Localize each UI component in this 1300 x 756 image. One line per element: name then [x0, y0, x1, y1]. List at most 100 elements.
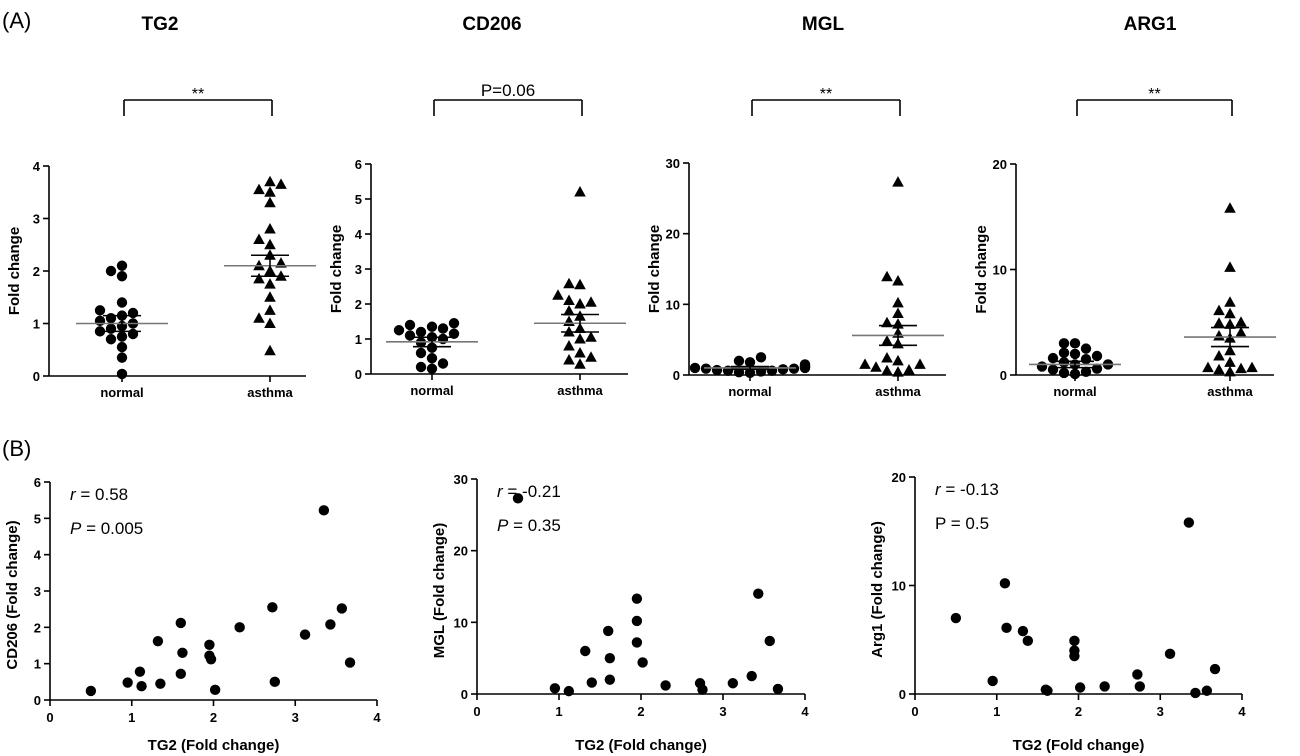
r-annotation: r = -0.21: [497, 482, 561, 501]
data-point-asthma: [903, 364, 915, 375]
x-tick-label: 0: [473, 704, 480, 719]
data-point-normal: [1058, 347, 1070, 359]
data-point: [746, 670, 757, 682]
category-label: asthma: [875, 384, 921, 399]
data-point-normal: [426, 321, 438, 332]
p-symbol: P: [70, 519, 82, 538]
data-point-asthma: [1246, 361, 1258, 373]
y-axis-label: Fold change: [6, 227, 23, 315]
x-tick-label: 3: [1157, 704, 1164, 719]
data-point-normal: [755, 352, 767, 363]
category-label: asthma: [1207, 384, 1253, 399]
data-point-asthma: [892, 307, 904, 319]
data-point: [1134, 681, 1146, 692]
x-tick-label: 1: [128, 710, 135, 725]
significance-label: **: [1148, 86, 1160, 103]
y-tick-label: 5: [34, 511, 41, 526]
data-point-asthma: [1235, 316, 1247, 327]
data-point: [580, 645, 591, 657]
data-point: [267, 602, 278, 613]
y-tick-label: 20: [454, 544, 468, 559]
data-point-normal: [1036, 361, 1048, 372]
data-point-normal: [415, 326, 427, 338]
data-point-normal: [744, 357, 756, 368]
r-annotation: r = 0.58: [70, 485, 128, 504]
r-symbol: r: [70, 485, 77, 504]
data-point-asthma: [881, 270, 893, 282]
data-point-asthma: [1235, 326, 1247, 338]
y-tick-label: 30: [454, 472, 468, 487]
panel-label-b: (B): [2, 436, 31, 461]
y-tick-label: 10: [892, 579, 906, 594]
data-point-normal: [116, 260, 128, 271]
data-point: [122, 677, 133, 688]
data-point: [1190, 687, 1201, 699]
data-point-asthma: [563, 340, 575, 351]
data-point: [205, 654, 217, 665]
x-tick-label: 2: [1075, 704, 1082, 719]
panel-label-a: (A): [2, 8, 31, 33]
r-symbol: r: [497, 482, 504, 501]
chart-title: CD206: [462, 14, 521, 35]
p-annotation: P = 0.005: [70, 519, 143, 538]
data-point: [175, 617, 186, 629]
data-point: [1069, 635, 1080, 647]
data-point-asthma: [253, 312, 265, 323]
y-tick-label: 4: [34, 548, 42, 563]
data-point-asthma: [563, 277, 575, 289]
data-point-asthma: [1202, 361, 1214, 373]
x-tick-label: 3: [719, 704, 726, 719]
data-point-asthma: [881, 335, 893, 346]
category-label: normal: [100, 385, 143, 400]
data-point: [1017, 625, 1029, 637]
data-point-normal: [127, 307, 139, 319]
data-point-normal: [426, 342, 438, 353]
data-point: [325, 619, 336, 630]
data-point: [85, 685, 97, 697]
y-tick-label: 0: [34, 693, 41, 708]
data-point-normal: [1080, 353, 1092, 365]
data-point: [1042, 685, 1053, 696]
data-point-normal: [1058, 338, 1070, 349]
chart-7: 0 10 20 0 1 2 3 4 TG2 (Fold change) Arg1 (Fold ch…: [869, 470, 1246, 754]
y-axis-label: MGL (Fold change): [431, 523, 448, 659]
chart-title: ARG1: [1124, 14, 1177, 35]
p-annotation: P = 0.35: [497, 516, 561, 535]
data-point-normal: [94, 326, 106, 337]
data-point: [177, 647, 188, 658]
data-point-asthma: [253, 233, 265, 244]
data-point: [637, 657, 648, 668]
data-point-asthma: [574, 347, 586, 358]
data-point-asthma: [585, 296, 597, 307]
x-tick-label: 0: [911, 704, 918, 719]
x-axis-label: TG2 (Fold change): [575, 737, 707, 754]
data-point-normal: [799, 359, 811, 370]
data-point-normal: [1091, 350, 1103, 362]
y-axis-label: Fold change: [973, 225, 990, 313]
data-point-asthma: [253, 183, 265, 195]
data-point-normal: [404, 330, 416, 341]
data-point: [1209, 663, 1221, 675]
data-point-asthma: [552, 289, 564, 300]
data-point-normal: [689, 362, 701, 374]
y-tick-label: 1: [355, 332, 362, 347]
data-point-asthma: [859, 358, 871, 369]
data-point-normal: [1058, 357, 1070, 368]
chart-3: MGL ** 0 10 20 30 normal asthma Fold change: [646, 14, 946, 399]
x-tick-label: 2: [210, 710, 217, 725]
data-point: [318, 505, 330, 516]
y-tick-label: 30: [666, 156, 680, 171]
r-symbol: r: [935, 480, 942, 499]
data-point-asthma: [563, 354, 575, 365]
data-point: [549, 683, 561, 694]
chart-5: 0 1 2 3 4 5 6 0 1 2 3 4 TG2 (Fold change) CD206 (Fold…: [4, 475, 381, 754]
r-value: = -0.21: [503, 482, 561, 501]
data-point-normal: [415, 361, 427, 373]
data-point-asthma: [264, 223, 276, 234]
data-point-asthma: [881, 316, 893, 328]
data-point-normal: [733, 355, 745, 367]
y-tick-label: 10: [454, 615, 468, 630]
data-point-normal: [105, 265, 117, 277]
data-point-asthma: [1224, 307, 1236, 319]
